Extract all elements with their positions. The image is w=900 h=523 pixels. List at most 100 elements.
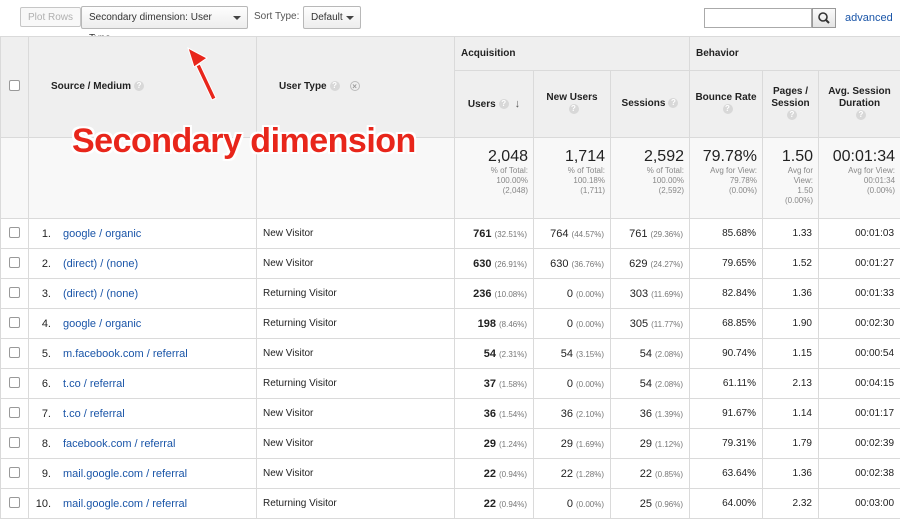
sessions-pct: (1.39%) (654, 409, 683, 419)
search-button[interactable] (812, 8, 836, 28)
help-icon[interactable]: ? (568, 104, 579, 115)
total-sub: 1.50 (797, 186, 813, 195)
sessions-cell: 305 (11.77%) (610, 308, 690, 339)
behavior-group-header: Behavior (688, 36, 900, 71)
row-index: 5. (41, 347, 51, 360)
row-select-cell (0, 338, 29, 369)
row-checkbox[interactable] (9, 256, 20, 268)
source-medium-link[interactable]: facebook.com / referral (63, 437, 176, 450)
users-value: 36 (483, 407, 496, 420)
avg-duration-column-header[interactable]: Avg. Session Duration? (817, 70, 900, 138)
pages-session-column-header[interactable]: Pages / Session? (762, 70, 819, 138)
bounce-rate-cell: 90.74% (689, 338, 763, 369)
users-cell: 630 (26.91%) (454, 248, 534, 279)
totals-empty (0, 137, 29, 219)
sessions-value: 761 (629, 227, 648, 240)
source-medium-link[interactable]: m.facebook.com / referral (63, 347, 188, 360)
help-icon[interactable]: ? (134, 81, 145, 92)
total-value: 1.50 (781, 148, 813, 165)
row-checkbox[interactable] (9, 496, 20, 508)
users-cell: 198 (8.46%) (454, 308, 534, 339)
users-column-header[interactable]: Users? ↓ (454, 70, 534, 138)
plot-rows-button[interactable]: Plot Rows (20, 7, 82, 27)
row-checkbox[interactable] (9, 316, 20, 328)
row-select-cell (0, 458, 29, 489)
user-type-cell: New Visitor (256, 248, 455, 279)
help-icon[interactable]: ? (498, 98, 509, 109)
sessions-pct: (2.08%) (654, 349, 683, 359)
row-checkbox[interactable] (9, 346, 20, 358)
remove-secondary-dimension-icon[interactable]: × (349, 81, 360, 91)
row-index: 9. (41, 467, 51, 480)
bounce-rate-cell: 91.67% (689, 398, 763, 429)
table-row: 8. facebook.com / referral New Visitor 29 (1… (0, 428, 900, 459)
row-index: 3. (41, 287, 51, 300)
source-medium-header[interactable]: Source / Medium? (28, 36, 257, 138)
users-cell: 22 (0.94%) (454, 488, 534, 519)
total-bounce-rate: 79.78% Avg for View: 79.78% (0.00%) (689, 137, 763, 219)
avg-duration-cell: 00:03:00 (817, 488, 900, 519)
pages-session-cell: 2.13 (762, 368, 819, 399)
sessions-pct: (11.69%) (651, 289, 683, 299)
row-checkbox[interactable] (9, 286, 20, 298)
new-users-cell: 29 (1.69%) (533, 428, 611, 459)
new-users-value: 36 (560, 407, 573, 420)
help-icon[interactable]: ? (856, 110, 866, 121)
new-users-column-header[interactable]: New Users? (533, 70, 611, 138)
users-cell: 29 (1.24%) (454, 428, 534, 459)
row-select-cell (0, 428, 29, 459)
source-medium-link[interactable]: (direct) / (none) (63, 287, 139, 300)
source-medium-link[interactable]: google / organic (63, 227, 142, 240)
table-row: 3. (direct) / (none) Returning Visitor 236(… (0, 278, 900, 309)
totals-empty (28, 137, 257, 219)
row-checkbox[interactable] (9, 226, 20, 238)
help-icon[interactable]: ? (329, 81, 340, 92)
avg-duration-cell: 00:00:54 (817, 338, 900, 369)
row-checkbox[interactable] (9, 466, 20, 478)
sessions-pct: (2.08%) (654, 379, 683, 389)
new-users-value: 0 (566, 497, 573, 510)
report-table: Source / Medium? User Type? × Acquisition… (0, 36, 900, 519)
source-medium-link[interactable]: mail.google.com / referral (63, 467, 188, 480)
source-medium-link[interactable]: (direct) / (none) (63, 257, 139, 270)
total-sub: % of Total: (490, 166, 528, 175)
row-checkbox[interactable] (9, 376, 20, 388)
table-row: 4. google / organic Returning Visitor 198 (8… (0, 308, 900, 339)
help-icon[interactable]: ? (668, 98, 679, 109)
advanced-filter-link[interactable]: advanced (845, 12, 893, 24)
source-medium-link[interactable]: t.co / referral (63, 407, 125, 420)
avg-duration-label: Avg. Session Duration (828, 86, 891, 109)
source-medium-link[interactable]: t.co / referral (63, 377, 125, 390)
select-all-checkbox[interactable] (9, 80, 20, 91)
new-users-cell: 764 (44.57%) (533, 218, 611, 249)
row-checkbox[interactable] (9, 406, 20, 418)
source-medium-link[interactable]: mail.google.com / referral (63, 497, 188, 510)
total-value: 00:01:34 (832, 148, 896, 165)
new-users-value: 630 (550, 257, 569, 270)
sort-type-dropdown[interactable]: Default (303, 6, 361, 29)
total-sub: % of Total: (646, 166, 684, 175)
bounce-rate-cell: 79.65% (689, 248, 763, 279)
new-users-cell: 0 (0.00%) (533, 278, 611, 309)
help-icon[interactable]: ? (787, 110, 797, 121)
total-avg-duration: 00:01:34 Avg for View: 00:01:34 (0.00%) (817, 137, 900, 219)
sessions-cell: 25 (0.96%) (610, 488, 690, 519)
bounce-rate-column-header[interactable]: Bounce Rate? (689, 70, 763, 138)
row-checkbox[interactable] (9, 436, 20, 448)
bounce-rate-label: Bounce Rate (695, 92, 757, 103)
table-search-input[interactable] (704, 8, 812, 28)
sessions-pct: (29.36%) (650, 229, 683, 239)
row-index: 2. (41, 257, 51, 270)
table-row: 6. t.co / referral Returning Visitor 37 (1.5… (0, 368, 900, 399)
table-row: 2. (direct) / (none) New Visitor 630 (26.91%… (0, 248, 900, 279)
bounce-rate-cell: 85.68% (689, 218, 763, 249)
help-icon[interactable]: ? (722, 104, 733, 115)
new-users-pct: (0.00%) (575, 319, 604, 329)
sessions-column-header[interactable]: Sessions? (610, 70, 690, 138)
total-sub: 100.18% (573, 176, 605, 185)
new-users-cell: 0 (0.00%) (533, 368, 611, 399)
row-index: 4. (41, 317, 51, 330)
source-medium-link[interactable]: google / organic (63, 317, 142, 330)
sessions-cell: 303 (11.69%) (610, 278, 690, 309)
secondary-dimension-dropdown[interactable]: Secondary dimension: User Type (81, 6, 248, 44)
